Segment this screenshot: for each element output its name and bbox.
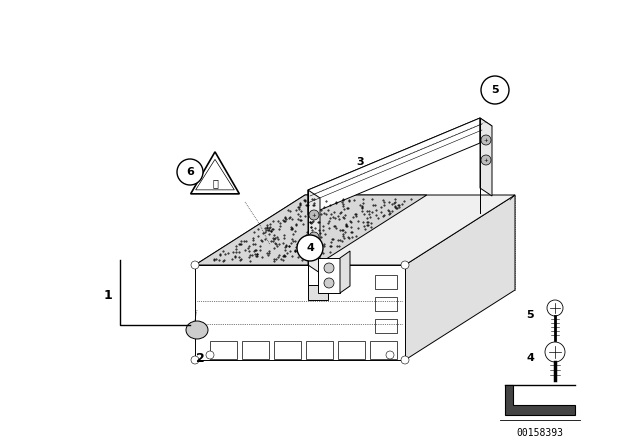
Circle shape [324, 263, 334, 273]
Circle shape [191, 261, 199, 269]
Circle shape [297, 235, 323, 261]
Ellipse shape [186, 321, 208, 339]
Polygon shape [340, 251, 350, 293]
Polygon shape [308, 190, 320, 273]
Circle shape [177, 159, 203, 185]
Polygon shape [405, 195, 515, 360]
Polygon shape [308, 118, 492, 198]
Text: 5: 5 [491, 85, 499, 95]
Bar [242, 341, 269, 359]
Polygon shape [195, 195, 515, 265]
Polygon shape [196, 159, 234, 190]
Bar [370, 341, 397, 359]
Polygon shape [308, 118, 480, 215]
Text: 4: 4 [526, 353, 534, 363]
Circle shape [401, 356, 409, 364]
Circle shape [191, 356, 199, 364]
Polygon shape [195, 265, 405, 360]
Bar [306, 341, 333, 359]
Text: 3: 3 [356, 157, 364, 167]
Polygon shape [308, 285, 328, 300]
Bar [375, 275, 397, 289]
Text: 5: 5 [526, 310, 534, 320]
Bar [338, 341, 365, 359]
Bar [375, 319, 397, 333]
Bar [210, 341, 237, 359]
Circle shape [309, 210, 319, 220]
Circle shape [547, 300, 563, 316]
Circle shape [324, 278, 334, 288]
Polygon shape [318, 258, 340, 293]
Circle shape [206, 351, 214, 359]
Text: 1: 1 [104, 289, 113, 302]
Circle shape [481, 135, 491, 145]
Polygon shape [191, 152, 239, 194]
Text: +: + [312, 212, 316, 217]
Polygon shape [195, 195, 427, 265]
Circle shape [481, 76, 509, 104]
Text: +: + [312, 234, 316, 240]
Bar [375, 297, 397, 311]
Text: 4: 4 [306, 243, 314, 253]
Polygon shape [480, 118, 492, 196]
Circle shape [386, 351, 394, 359]
Circle shape [481, 155, 491, 165]
Text: 00158393: 00158393 [516, 428, 563, 438]
Circle shape [309, 232, 319, 242]
Text: ✋: ✋ [212, 178, 218, 188]
Text: +: + [484, 158, 488, 163]
Circle shape [401, 261, 409, 269]
Text: 6: 6 [186, 167, 194, 177]
Polygon shape [505, 385, 575, 415]
Bar [274, 341, 301, 359]
Circle shape [545, 342, 565, 362]
Text: 2: 2 [196, 352, 204, 365]
Text: +: + [484, 138, 488, 142]
